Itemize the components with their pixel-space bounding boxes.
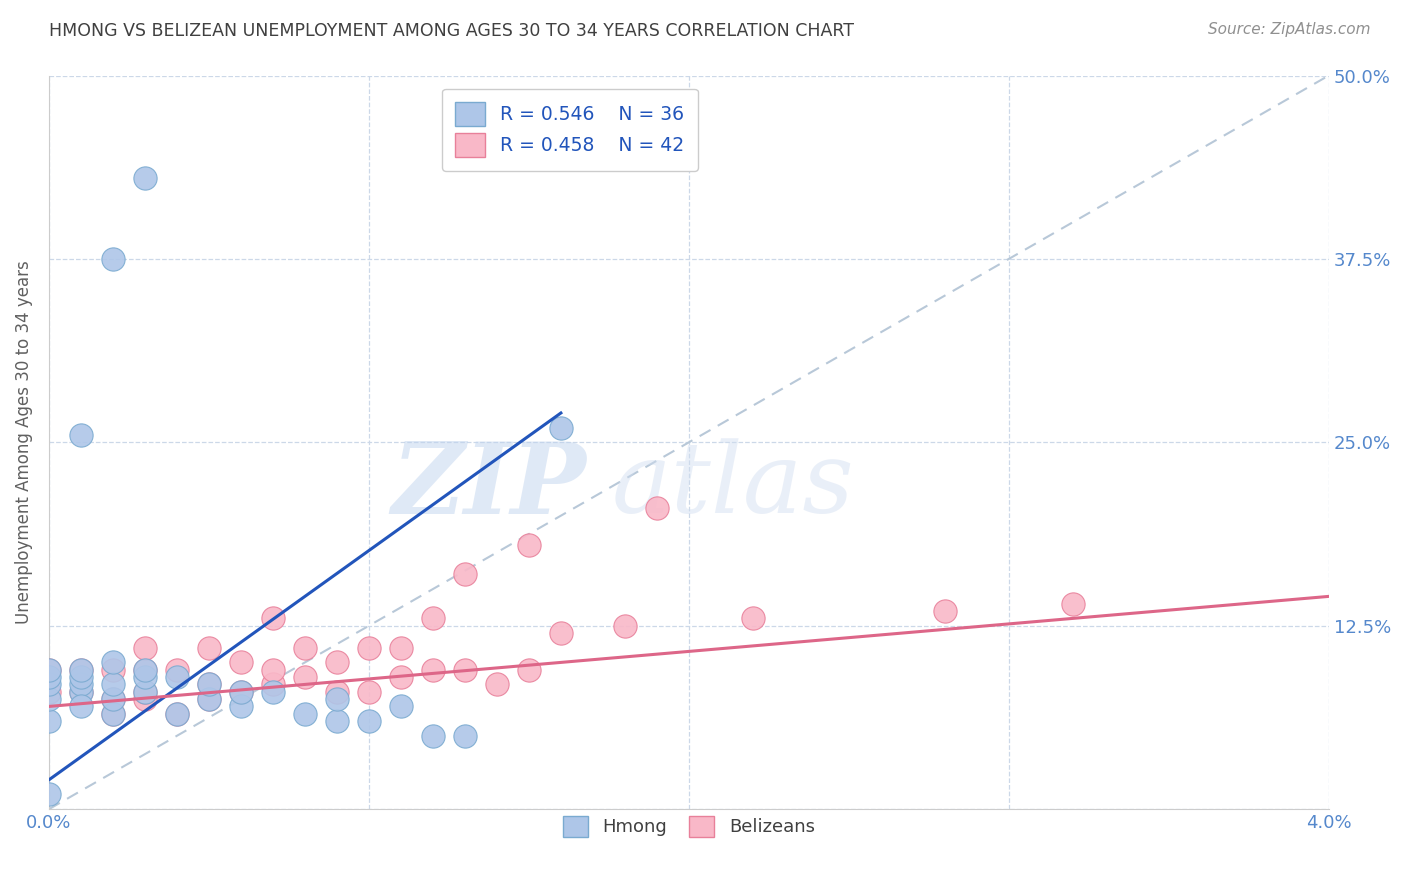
Point [38, 788, 60, 802]
Point [389, 670, 412, 684]
Point [357, 714, 380, 728]
Point [326, 714, 349, 728]
Point [70, 428, 93, 442]
Point [229, 656, 252, 670]
Point [517, 538, 540, 552]
Point [198, 640, 221, 655]
Y-axis label: Unemployment Among Ages 30 to 34 years: Unemployment Among Ages 30 to 34 years [15, 260, 32, 624]
Point [70, 663, 93, 677]
Point [357, 685, 380, 699]
Point [198, 677, 221, 691]
Point [101, 692, 124, 706]
Point [70, 685, 93, 699]
Point [741, 611, 763, 625]
Point [101, 252, 124, 266]
Point [134, 663, 156, 677]
Point [229, 685, 252, 699]
Point [1062, 597, 1084, 611]
Point [134, 692, 156, 706]
Point [357, 640, 380, 655]
Point [389, 699, 412, 714]
Point [38, 670, 60, 684]
Point [198, 692, 221, 706]
Text: Source: ZipAtlas.com: Source: ZipAtlas.com [1208, 22, 1371, 37]
Text: atlas: atlas [612, 439, 855, 534]
Point [422, 729, 444, 743]
Legend: Hmong, Belizeans: Hmong, Belizeans [555, 809, 823, 844]
Point [166, 706, 188, 721]
Point [134, 171, 156, 186]
Point [550, 626, 572, 640]
Point [389, 640, 412, 655]
Point [262, 611, 284, 625]
Point [38, 677, 60, 691]
Point [70, 663, 93, 677]
Point [134, 640, 156, 655]
Point [454, 663, 477, 677]
Point [262, 677, 284, 691]
Point [294, 640, 316, 655]
Point [229, 699, 252, 714]
Point [70, 685, 93, 699]
Point [422, 611, 444, 625]
Point [101, 706, 124, 721]
Point [934, 604, 956, 618]
Point [70, 677, 93, 691]
Point [613, 618, 636, 632]
Text: HMONG VS BELIZEAN UNEMPLOYMENT AMONG AGES 30 TO 34 YEARS CORRELATION CHART: HMONG VS BELIZEAN UNEMPLOYMENT AMONG AGE… [49, 22, 855, 40]
Point [294, 706, 316, 721]
Point [229, 685, 252, 699]
Point [134, 685, 156, 699]
Text: ZIP: ZIP [391, 438, 586, 534]
Point [198, 677, 221, 691]
Point [38, 663, 60, 677]
Point [485, 677, 508, 691]
Point [262, 663, 284, 677]
Point [134, 663, 156, 677]
Point [294, 670, 316, 684]
Point [422, 663, 444, 677]
Point [70, 699, 93, 714]
Point [645, 501, 668, 516]
Point [101, 663, 124, 677]
Point [101, 692, 124, 706]
Point [38, 692, 60, 706]
Point [454, 567, 477, 582]
Point [198, 692, 221, 706]
Point [166, 706, 188, 721]
Point [326, 656, 349, 670]
Point [38, 685, 60, 699]
Point [38, 714, 60, 728]
Point [70, 670, 93, 684]
Point [38, 663, 60, 677]
Point [101, 706, 124, 721]
Point [550, 420, 572, 434]
Point [166, 670, 188, 684]
Point [517, 663, 540, 677]
Point [166, 663, 188, 677]
Point [326, 685, 349, 699]
Point [101, 677, 124, 691]
Point [454, 729, 477, 743]
Point [134, 670, 156, 684]
Point [101, 656, 124, 670]
Point [326, 692, 349, 706]
Point [262, 685, 284, 699]
Point [134, 685, 156, 699]
